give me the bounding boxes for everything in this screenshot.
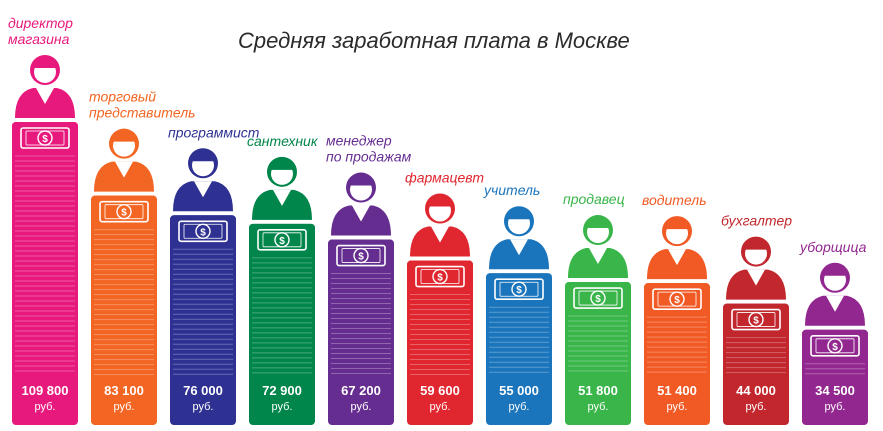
money-icon: $ (20, 127, 70, 149)
unit-label: руб. (193, 401, 214, 413)
bar-group: $ сантехник 72 900 руб. (247, 133, 319, 425)
plumber-icon (252, 156, 312, 220)
pharmacist-icon (410, 193, 470, 257)
money-icon: $ (494, 278, 544, 301)
svg-text:$: $ (516, 285, 522, 296)
svg-text:$: $ (358, 252, 364, 263)
bar-group: $ программист 76 000 руб. (168, 124, 260, 425)
bar (170, 215, 236, 425)
bar (12, 122, 78, 425)
value-label: 51 800 (578, 383, 618, 398)
driver-icon (647, 216, 707, 280)
value-label: 72 900 (262, 383, 302, 398)
value-label: 76 000 (183, 383, 223, 398)
bar (565, 282, 631, 425)
value-label: 109 800 (22, 383, 69, 398)
svg-text:$: $ (121, 208, 127, 219)
svg-text:$: $ (42, 134, 48, 145)
unit-label: руб. (114, 401, 135, 413)
unit-label: руб. (746, 401, 767, 413)
category-label: продавец (563, 191, 625, 207)
category-label: водитель (642, 192, 707, 208)
bar (249, 223, 315, 425)
category-label: фармацевт (405, 170, 484, 186)
value-label: 83 100 (104, 383, 144, 398)
unit-label: руб. (509, 401, 530, 413)
accountant-icon (726, 236, 786, 300)
svg-text:$: $ (437, 273, 443, 284)
teacher-icon (489, 206, 549, 270)
category-label: бухгалтер (721, 213, 792, 229)
svg-text:$: $ (595, 294, 601, 305)
bar (91, 195, 157, 425)
money-icon: $ (810, 334, 860, 357)
chart-title: Средняя заработная плата в Москве (238, 28, 630, 53)
unit-label: руб. (667, 401, 688, 413)
bar-group: $ фармацевт 59 600 руб. (405, 170, 484, 425)
bar-group: $ водитель 51 400 руб. (642, 192, 710, 425)
svg-text:$: $ (832, 342, 838, 353)
svg-text:$: $ (200, 227, 206, 238)
sales-manager-icon (331, 172, 391, 236)
category-label: по продажам (326, 149, 412, 165)
value-label: 44 000 (736, 383, 776, 398)
bar-group: $ учитель 55 000 руб. (483, 182, 552, 425)
money-icon: $ (652, 288, 702, 310)
money-icon: $ (573, 287, 623, 309)
bar (486, 273, 552, 425)
sales-rep-icon (94, 128, 154, 192)
svg-text:$: $ (674, 295, 680, 306)
unit-label: руб. (272, 401, 293, 413)
bar (644, 283, 710, 425)
money-icon: $ (415, 265, 465, 288)
bar-group: $ уборщица 34 500 руб. (799, 239, 868, 425)
bar (328, 239, 394, 425)
value-label: 51 400 (657, 383, 697, 398)
money-icon: $ (178, 220, 228, 243)
category-label: уборщица (799, 239, 867, 255)
svg-text:$: $ (753, 316, 759, 327)
money-icon: $ (731, 308, 781, 331)
bar (407, 260, 473, 425)
unit-label: руб. (430, 401, 451, 413)
unit-label: руб. (35, 401, 56, 413)
bar-group: $ продавец 51 800 руб. (563, 191, 631, 425)
bar-group: $ бухгалтер 44 000 руб. (721, 213, 792, 425)
seller-icon (568, 215, 628, 279)
category-label: учитель (483, 182, 540, 198)
cleaner-icon (805, 262, 865, 326)
unit-label: руб. (588, 401, 609, 413)
category-label: представитель (89, 105, 195, 121)
value-label: 55 000 (499, 383, 539, 398)
money-icon: $ (99, 200, 149, 223)
svg-text:$: $ (279, 236, 285, 247)
category-label: менеджер (326, 133, 392, 149)
unit-label: руб. (351, 401, 372, 413)
money-icon: $ (336, 244, 386, 267)
programmer-icon (173, 148, 233, 212)
unit-label: руб. (825, 401, 846, 413)
money-icon: $ (257, 229, 307, 251)
category-label: магазина (8, 31, 70, 47)
category-label: сантехник (247, 133, 319, 149)
category-label: директор (8, 15, 73, 31)
store-director-icon (15, 55, 75, 118)
value-label: 67 200 (341, 383, 381, 398)
value-label: 59 600 (420, 383, 460, 398)
category-label: программист (168, 124, 260, 140)
category-label: торговый (89, 89, 156, 105)
value-label: 34 500 (815, 383, 855, 398)
